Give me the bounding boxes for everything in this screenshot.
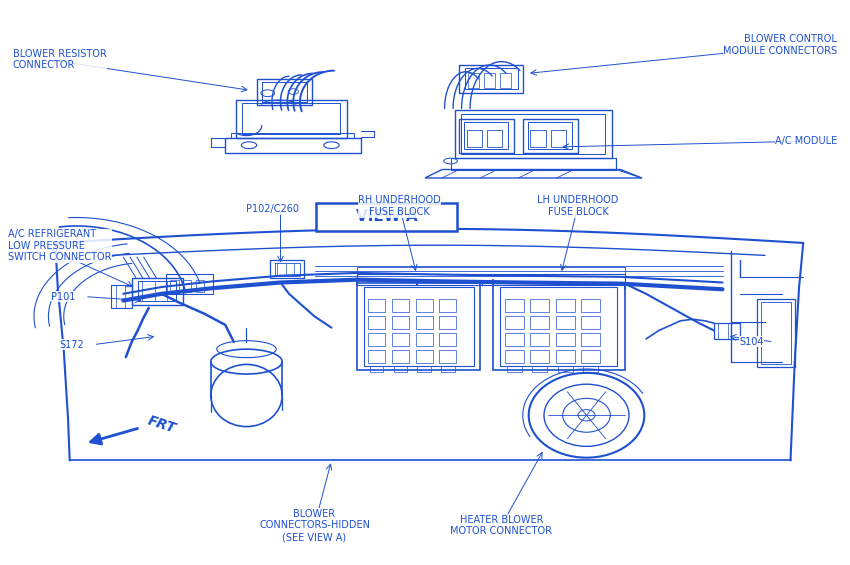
Bar (357, 274, 625, 285)
Bar (714, 323, 740, 339)
Bar (196, 280, 204, 292)
Bar (357, 282, 480, 370)
FancyBboxPatch shape (316, 203, 457, 231)
Bar (505, 333, 524, 346)
Bar (530, 333, 549, 346)
Bar (583, 366, 598, 372)
Bar (484, 73, 495, 88)
Bar (416, 299, 433, 312)
Bar (394, 366, 407, 372)
Text: BLOWER CONTROL
MODULE CONNECTORS: BLOWER CONTROL MODULE CONNECTORS (723, 34, 837, 56)
Bar (468, 73, 479, 88)
Bar (487, 130, 502, 147)
Bar (455, 110, 612, 158)
Text: A/C REFRIGERANT
LOW PRESSURE
SWITCH CONNECTOR: A/C REFRIGERANT LOW PRESSURE SWITCH CONN… (8, 229, 112, 262)
Bar (439, 316, 456, 329)
Bar (138, 281, 176, 301)
Bar (532, 366, 547, 372)
Bar (461, 114, 605, 154)
Text: HEATER BLOWER
MOTOR CONNECTOR: HEATER BLOWER MOTOR CONNECTOR (450, 515, 552, 536)
Bar (231, 133, 354, 138)
Text: P102/C260: P102/C260 (246, 204, 299, 214)
Bar (368, 316, 385, 329)
Bar (392, 316, 409, 329)
Bar (439, 299, 456, 312)
Bar (500, 73, 511, 88)
Bar (392, 350, 409, 363)
Text: LH UNDERHOOD
FUSE BLOCK: LH UNDERHOOD FUSE BLOCK (537, 195, 619, 217)
Bar (236, 100, 347, 138)
Text: BLOWER
CONNECTORS-HIDDEN
(SEE VIEW A): BLOWER CONNECTORS-HIDDEN (SEE VIEW A) (259, 509, 370, 542)
Bar (132, 278, 183, 305)
Bar (500, 287, 617, 366)
Bar (270, 260, 304, 278)
Text: P101: P101 (51, 292, 76, 302)
Bar (467, 130, 482, 147)
Bar (530, 350, 549, 363)
Text: S172: S172 (60, 340, 84, 350)
Bar (364, 287, 474, 366)
Bar (275, 263, 300, 276)
Bar (170, 280, 178, 292)
Bar (756, 299, 795, 367)
Bar (528, 122, 572, 149)
Bar (450, 158, 616, 170)
Bar (368, 350, 385, 363)
Bar (392, 333, 409, 346)
Bar (493, 282, 625, 370)
Bar (581, 350, 600, 363)
Bar (507, 366, 522, 372)
Bar (505, 316, 524, 329)
Bar (368, 333, 385, 346)
Bar (416, 333, 433, 346)
Bar (581, 333, 600, 346)
Bar (556, 350, 575, 363)
Bar (357, 267, 625, 274)
Bar (439, 333, 456, 346)
Bar (581, 316, 600, 329)
Bar (257, 79, 312, 105)
Bar (505, 299, 524, 312)
Bar (262, 82, 307, 102)
Text: RH UNDERHOOD
FUSE BLOCK: RH UNDERHOOD FUSE BLOCK (358, 195, 441, 217)
Bar (225, 138, 361, 153)
Bar (370, 366, 383, 372)
Bar (441, 366, 455, 372)
Bar (556, 316, 575, 329)
Bar (558, 366, 573, 372)
Bar (530, 130, 546, 147)
Text: FRT: FRT (146, 414, 178, 436)
Bar (530, 299, 549, 312)
Bar (183, 280, 191, 292)
Bar (416, 316, 433, 329)
Bar (242, 103, 340, 134)
Bar (505, 350, 524, 363)
Text: A/C MODULE: A/C MODULE (775, 136, 837, 146)
Bar (761, 302, 790, 364)
Bar (551, 130, 566, 147)
Bar (464, 122, 508, 149)
Text: S104: S104 (740, 337, 764, 347)
Bar (459, 65, 523, 93)
Bar (368, 299, 385, 312)
Bar (439, 350, 456, 363)
Bar (416, 350, 433, 363)
Text: BLOWER RESISTOR
CONNECTOR: BLOWER RESISTOR CONNECTOR (13, 49, 106, 70)
Bar (459, 119, 514, 153)
Bar (581, 299, 600, 312)
Bar (556, 333, 575, 346)
Bar (392, 299, 409, 312)
Bar (465, 68, 518, 89)
Bar (417, 366, 431, 372)
Bar (110, 285, 132, 308)
Text: VIEW A: VIEW A (356, 210, 417, 224)
Bar (556, 299, 575, 312)
Bar (166, 274, 212, 294)
Bar (523, 119, 578, 153)
Bar (530, 316, 549, 329)
